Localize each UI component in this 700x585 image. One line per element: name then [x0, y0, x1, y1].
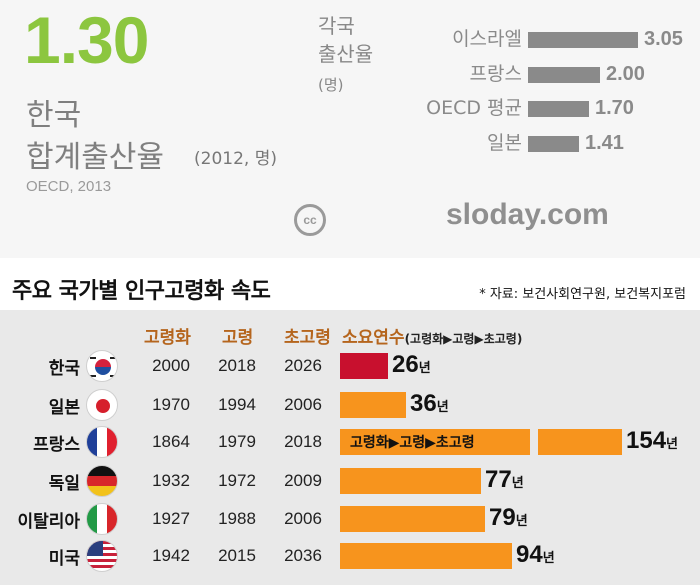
country-name: 프랑스	[33, 435, 80, 455]
rate-value-label: 1.41	[585, 132, 624, 154]
aging-value-number: 36	[410, 390, 437, 417]
aging-value-number: 94	[516, 541, 543, 568]
fertility-title: 합계출산율	[26, 140, 164, 175]
aging-value-unit: 년	[436, 400, 449, 415]
italy-flag-icon	[86, 503, 118, 535]
header-years-sub: (고령화▶고령▶초고령)	[404, 332, 523, 346]
korea-fertility-rate: 1.30	[24, 3, 149, 77]
rate-category-label: OECD 평균	[426, 97, 522, 119]
header-aging: 고령화	[144, 328, 191, 348]
comparison-heading-2: 출산율	[318, 42, 374, 66]
germany-flag-icon	[86, 465, 118, 497]
aging-value-unit: 년	[515, 514, 528, 529]
japan-flag-icon	[86, 389, 118, 421]
aging-bar	[340, 543, 512, 569]
aging-row: 독일 1932 1972 2009 77년	[0, 465, 700, 497]
aging-row: 한국 2000 2018 2026 26년	[0, 350, 700, 382]
header-super-aged: 초고령	[284, 328, 331, 348]
aged-year: 1972	[218, 471, 256, 490]
aging-value-number: 77	[485, 466, 512, 493]
super-aged-year: 2006	[284, 509, 322, 528]
super-aged-year: 2026	[284, 356, 322, 375]
aging-year: 1932	[152, 471, 190, 490]
aged-year: 2015	[218, 546, 256, 565]
aging-year: 1927	[152, 509, 190, 528]
korea-title: 한국	[26, 98, 82, 133]
aging-value-label: 94년	[516, 541, 555, 569]
rate-bar	[528, 67, 600, 83]
fertility-panel: 1.30 한국 합계출산율 (2012, 명) OECD, 2013 각국 출산…	[0, 0, 700, 258]
country-name: 일본	[48, 398, 80, 418]
aging-bar	[340, 392, 406, 418]
aged-year: 2018	[218, 356, 256, 375]
header-years: 소요연수(고령화▶고령▶초고령)	[342, 323, 522, 348]
aging-row: 이탈리아 1927 1988 2006 79년	[0, 503, 700, 535]
header-aged: 고령	[222, 328, 254, 348]
aging-source: * 자료: 보건사회연구원, 보건복지포럼	[479, 287, 686, 302]
aging-value-number: 79	[489, 504, 516, 531]
aging-value-label: 79년	[489, 504, 528, 532]
aging-year: 1970	[152, 395, 190, 414]
comparison-unit: (명)	[318, 76, 344, 94]
rate-category-label: 일본	[487, 132, 522, 154]
aging-value-unit: 년	[542, 551, 555, 566]
rate-bar	[528, 136, 579, 152]
aging-value-unit: 년	[418, 361, 431, 376]
rate-category-label: 프랑스	[469, 63, 522, 85]
aging-value-number: 26	[392, 351, 419, 378]
aging-year: 2000	[152, 356, 190, 375]
aging-bar	[340, 506, 485, 532]
aging-section-title: 주요 국가별 인구고령화 속도	[12, 279, 271, 304]
country-name: 이탈리아	[17, 512, 80, 532]
aging-row: 미국 1942 2015 2036 94년	[0, 540, 700, 572]
rate-category-label: 이스라엘	[452, 28, 522, 50]
korea-flag-icon	[86, 350, 118, 382]
aging-value-label: 77년	[485, 466, 524, 494]
rate-value-label: 1.70	[595, 97, 634, 119]
stage-label: 고령화▶고령▶초고령	[350, 435, 475, 451]
super-aged-year: 2009	[284, 471, 322, 490]
header-years-label: 소요연수	[342, 328, 405, 348]
country-name: 미국	[48, 549, 80, 569]
aging-value-label: 36년	[410, 390, 449, 418]
aging-bar: 고령화▶고령▶초고령	[340, 429, 530, 455]
aged-year: 1988	[218, 509, 256, 528]
rate-bar	[528, 32, 638, 48]
aging-row: 일본 1970 1994 2006 36년	[0, 389, 700, 421]
country-name: 독일	[48, 474, 80, 494]
france-flag-icon	[86, 426, 118, 458]
fertility-note: (2012, 명)	[194, 149, 277, 169]
comparison-heading-1: 각국	[318, 14, 355, 38]
aging-row: 프랑스 1864 1979 2018 고령화▶고령▶초고령 154년	[0, 426, 700, 458]
fertility-source: OECD, 2013	[26, 178, 112, 195]
aging-year: 1864	[152, 432, 190, 451]
aged-year: 1994	[218, 395, 256, 414]
rate-bar	[528, 101, 589, 117]
country-name: 한국	[48, 359, 80, 379]
aged-year: 1979	[218, 432, 256, 451]
super-aged-year: 2036	[284, 546, 322, 565]
super-aged-year: 2006	[284, 395, 322, 414]
rate-value-label: 3.05	[644, 28, 683, 50]
site-watermark: sloday.com	[446, 198, 609, 231]
aging-value-label: 26년	[392, 351, 431, 379]
super-aged-year: 2018	[284, 432, 322, 451]
usa-flag-icon	[86, 540, 118, 572]
creative-commons-icon: cc	[294, 204, 326, 236]
aging-value-number: 154	[626, 427, 667, 454]
aging-value-unit: 년	[511, 476, 524, 491]
rate-value-label: 2.00	[606, 63, 645, 85]
aging-bar	[340, 353, 388, 379]
aging-value-label: 154년	[626, 427, 678, 455]
aging-year: 1942	[152, 546, 190, 565]
aging-bar-continued	[538, 429, 622, 455]
aging-value-unit: 년	[666, 437, 679, 452]
aging-bar	[340, 468, 481, 494]
